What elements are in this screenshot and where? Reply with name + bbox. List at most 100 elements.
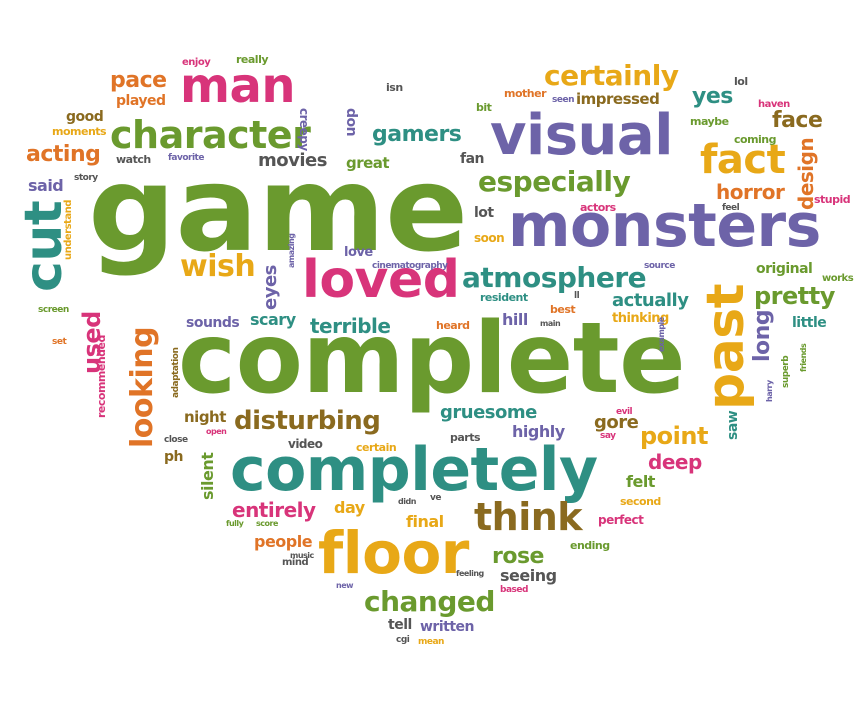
word-fan: fan <box>460 151 485 167</box>
word-felt: felt <box>626 472 655 491</box>
word-mean: mean <box>418 637 444 647</box>
word-entirely: entirely <box>232 498 316 522</box>
word-ve: ve <box>430 493 441 503</box>
word-disturbing: disturbing <box>234 406 381 436</box>
word-gamers: gamers <box>372 122 462 147</box>
word-game: game <box>88 140 468 278</box>
word-enjoy: enjoy <box>182 57 211 68</box>
word-fully: fully <box>226 519 244 528</box>
word-source: source <box>644 261 675 271</box>
word-feeling: feeling <box>456 569 484 578</box>
word-didn: didn <box>398 497 416 506</box>
word-superb: superb <box>781 355 791 388</box>
word-completely: completely <box>230 435 598 505</box>
word-highly: highly <box>512 422 565 441</box>
word-score: score <box>256 519 278 528</box>
word-certainly: certainly <box>544 59 679 92</box>
word-terrible: terrible <box>310 314 391 338</box>
word-long: long <box>750 309 775 362</box>
word-friends: friends <box>799 343 808 372</box>
word-harry: harry <box>765 380 774 402</box>
word-works: works <box>822 273 854 284</box>
word-new: new <box>336 581 354 590</box>
word-main: main <box>540 319 561 328</box>
word-second: second <box>620 495 661 508</box>
word-said: said <box>28 176 64 195</box>
word-eyes: eyes <box>260 265 281 310</box>
word-design: design <box>794 137 818 210</box>
word-say: say <box>600 431 616 441</box>
word-ll: ll <box>574 291 580 301</box>
word-sounds: sounds <box>186 315 240 331</box>
word-moments: moments <box>52 125 107 138</box>
word-loved: loved <box>302 250 460 310</box>
word-set: set <box>52 337 67 347</box>
word-coming: coming <box>734 133 777 146</box>
word-understand: understand <box>63 200 74 260</box>
word-feel: feel <box>722 203 740 213</box>
word-night: night <box>184 408 226 426</box>
word-actors: actors <box>580 201 616 214</box>
word-final: final <box>406 512 444 531</box>
word-saw: saw <box>725 410 741 440</box>
word-played: played <box>116 93 166 109</box>
word-cgi: cgi <box>396 635 410 645</box>
word-tell: tell <box>388 617 412 633</box>
word-original: original <box>756 261 813 277</box>
word-bit: bit <box>476 101 492 114</box>
word-changed: changed <box>364 585 495 618</box>
word-evil: evil <box>616 407 633 417</box>
word-pace: pace <box>110 68 167 93</box>
word-face: face <box>772 108 823 133</box>
word-seen: seen <box>552 95 574 105</box>
word-day: day <box>334 498 365 517</box>
word-people: people <box>254 532 313 551</box>
word-acting: acting <box>26 142 101 167</box>
word-music: music <box>290 551 314 560</box>
word-isn: isn <box>386 81 403 94</box>
word-cinematography: cinematography <box>372 261 448 271</box>
word-character: character <box>110 113 311 157</box>
word-amazing: amazing <box>287 233 296 268</box>
word-written: written <box>420 619 474 635</box>
word-story: story <box>74 173 98 183</box>
word-soon: soon <box>474 231 505 245</box>
word-actually: actually <box>612 290 689 311</box>
word-rose: rose <box>492 544 544 569</box>
word-monsters: monsters <box>508 191 821 261</box>
word-fact: fact <box>700 137 786 183</box>
word-wish: wish <box>180 249 256 284</box>
word-creepy: creepy <box>297 108 311 151</box>
word-atmosphere: atmosphere <box>462 261 647 294</box>
word-ending: ending <box>570 539 610 552</box>
word-parts: parts <box>450 431 481 444</box>
word-don: don <box>343 108 359 137</box>
word-lot: lot <box>474 205 494 221</box>
word-video: video <box>288 437 323 451</box>
word-horror: horror <box>716 180 785 204</box>
word-movies: movies <box>258 150 327 171</box>
word-haven: haven <box>758 99 790 110</box>
word-perfect: perfect <box>598 513 644 527</box>
word-close: close <box>164 435 188 445</box>
word-screen: screen <box>38 305 69 315</box>
word-resident: resident <box>480 291 528 304</box>
word-pretty: pretty <box>754 282 835 310</box>
word-silent: silent <box>198 452 217 500</box>
word-little: little <box>792 315 827 331</box>
word-open: open <box>206 427 227 436</box>
word-adaptation: adaptation <box>171 347 181 398</box>
word-yes: yes <box>692 84 733 109</box>
word-visual: visual <box>490 103 673 168</box>
word-scary: scary <box>250 310 296 329</box>
word-based: based <box>500 585 528 595</box>
word-point: point <box>640 422 708 450</box>
word-complete: complete <box>178 302 686 416</box>
word-gore: gore <box>594 412 639 433</box>
word-example: example <box>657 317 666 352</box>
word-especially: especially <box>478 165 631 198</box>
word-lol: lol <box>734 75 748 88</box>
word-stupid: stupid <box>814 193 851 206</box>
word-great: great <box>346 154 390 172</box>
word-hill: hill <box>502 310 528 329</box>
